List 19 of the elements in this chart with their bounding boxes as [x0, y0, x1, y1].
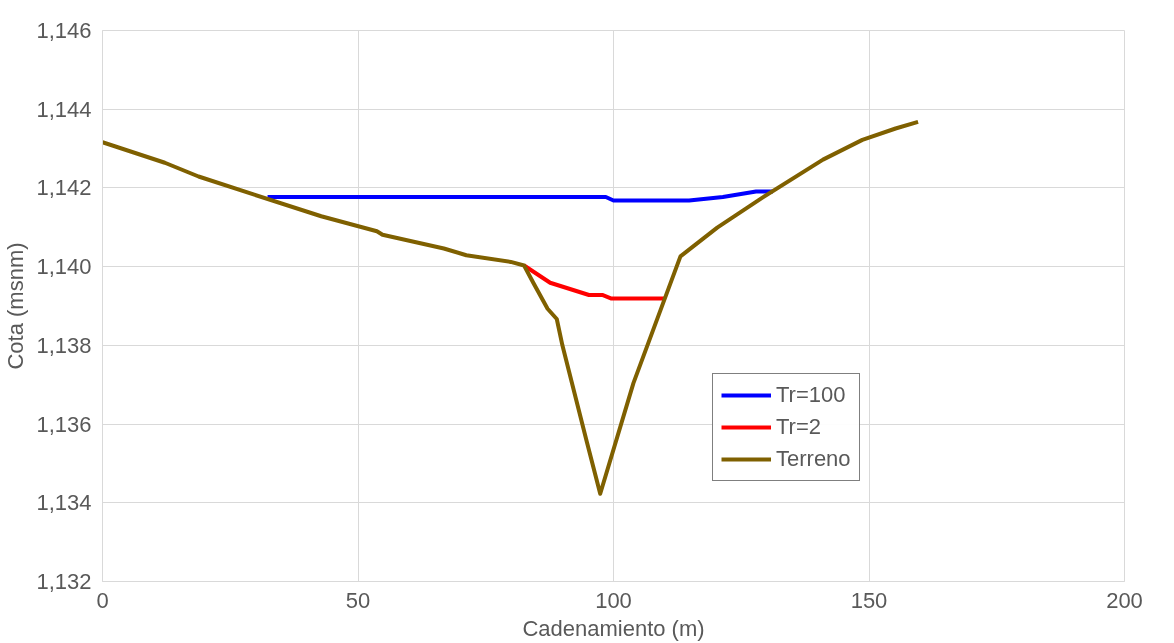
y-tick-label: 1,142 [36, 175, 92, 201]
y-tick-label: 1,138 [36, 332, 92, 358]
legend-label: Tr=2 [776, 414, 822, 440]
x-tick-label: 150 [850, 587, 888, 613]
legend-label: Terreno [776, 446, 851, 472]
x-tick-label: 50 [345, 587, 371, 613]
y-tick-label: 1,140 [36, 254, 92, 280]
y-tick-label: 1,136 [36, 411, 92, 437]
line-series [102, 119, 921, 496]
y-axis-title: Cota (msnm) [3, 242, 29, 370]
legend-label: Tr=100 [776, 382, 846, 408]
x-tick-label: 0 [96, 587, 109, 613]
x-tick-label: 200 [1106, 587, 1143, 613]
y-tick-label: 1,134 [36, 490, 92, 516]
x-axis-title: Cadenamiento (m) [522, 615, 705, 641]
y-tick-label: 1,146 [36, 18, 92, 43]
y-tick-label: 1,144 [36, 96, 92, 122]
x-tick-label: 100 [595, 587, 632, 613]
y-tick-label: 1,132 [36, 569, 92, 594]
